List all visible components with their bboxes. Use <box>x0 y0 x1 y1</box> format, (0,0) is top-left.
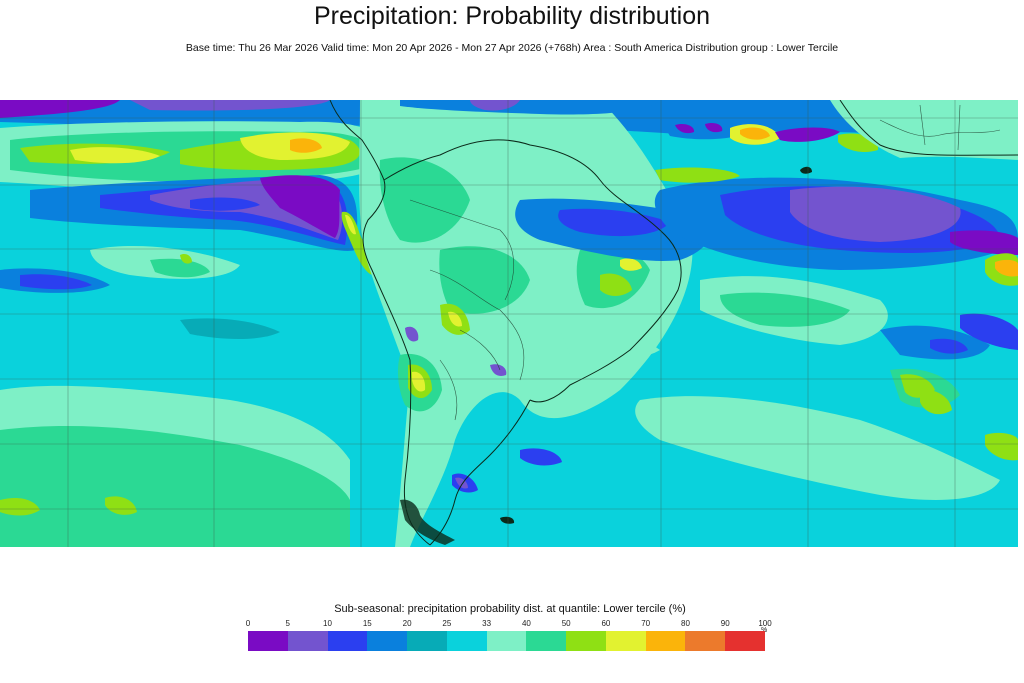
colorbar-swatch <box>248 631 288 651</box>
colorbar-swatch <box>605 631 646 651</box>
colorbar-tick: 60 <box>601 619 611 628</box>
colorbar-tick: 100 <box>758 619 772 628</box>
colorbar-tick: 0 <box>245 619 251 628</box>
colorbar-tick: 80 <box>681 619 690 628</box>
colorbar-swatch <box>725 631 765 651</box>
colorbar-tick: 5 <box>285 619 290 628</box>
colorbar-tick: 40 <box>521 619 531 628</box>
colorbar-swatch <box>526 631 567 651</box>
colorbar-unit: % <box>761 627 767 634</box>
colorbar-tick: 33 <box>482 619 492 628</box>
colorbar-swatch <box>367 631 408 651</box>
colorbar-tick: 10 <box>323 619 332 628</box>
colorbar-tick: 15 <box>362 619 372 628</box>
forecast-subtitle: Base time: Thu 26 Mar 2026 Valid time: M… <box>185 42 839 54</box>
colorbar-swatch <box>407 631 447 651</box>
colorbar-swatch <box>566 631 606 651</box>
colorbar <box>248 631 765 651</box>
page-title: Precipitation: Probability distribution <box>313 2 711 30</box>
colorbar-ticks: 0 5 10 15 20 25 33 40 50 60 70 80 90 100 <box>245 619 772 631</box>
colorbar-tick: 70 <box>641 619 651 628</box>
colorbar-swatch <box>287 631 328 651</box>
colorbar-swatch <box>645 631 686 651</box>
colorbar-swatch <box>486 631 527 651</box>
precipitation-probability-map <box>0 100 1018 547</box>
colorbar-swatch <box>327 631 368 651</box>
colorbar-tick: 20 <box>402 619 412 628</box>
colorbar-tick: 50 <box>561 619 571 628</box>
colorbar-swatch <box>685 631 726 651</box>
colorbar-title: Sub-seasonal: precipitation probability … <box>334 603 686 615</box>
colorbar-tick: 25 <box>442 619 452 628</box>
colorbar-swatch <box>446 631 487 651</box>
colorbar-tick: 90 <box>720 619 730 628</box>
